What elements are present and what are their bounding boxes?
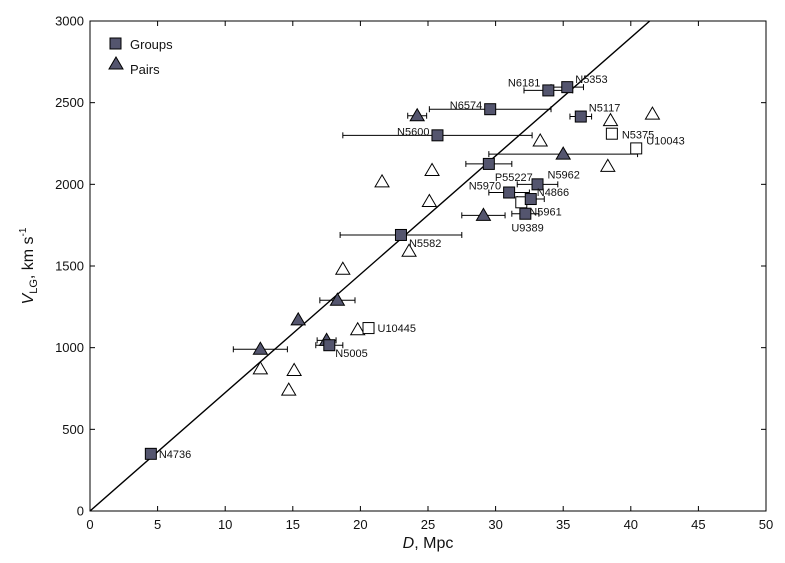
legend-groups-marker xyxy=(109,37,122,50)
plot-area-frame xyxy=(89,20,767,512)
pair-filled-3 xyxy=(329,292,346,306)
group-n6181 xyxy=(542,84,555,97)
pair-open-10 xyxy=(599,158,616,172)
x-tick-label-9: 45 xyxy=(691,517,705,532)
pair-open-6 xyxy=(401,243,417,257)
pair-filled-6 xyxy=(555,146,572,160)
x-tick-label-0: 0 xyxy=(86,517,93,532)
group-n5962-label: N5962 xyxy=(548,169,580,181)
x-axis-title-unit: , Mpc xyxy=(414,535,453,552)
x-tick-label-7: 35 xyxy=(556,517,570,532)
x-tick-label-1: 5 xyxy=(154,517,161,532)
legend-pairs-marker xyxy=(108,56,124,70)
group-open-n5961-label: N5961 xyxy=(529,206,561,218)
y-axis-title-sub: LG xyxy=(28,279,40,294)
fit-line xyxy=(89,20,651,512)
pair-open-7 xyxy=(421,193,438,207)
x-tick-label-10: 50 xyxy=(759,517,773,532)
group-open-u10043-label: U10043 xyxy=(646,135,685,147)
group-n5962 xyxy=(531,178,544,191)
y-tick-label-1: 500 xyxy=(62,422,84,437)
fit-line-layer xyxy=(89,20,651,512)
group-n5582-label: N5582 xyxy=(409,238,441,250)
group-n6181-label: N6181 xyxy=(508,77,540,89)
y-axis-title-unit: , km s xyxy=(20,236,37,279)
pair-open-11 xyxy=(602,112,619,127)
pair-filled-4 xyxy=(409,107,426,122)
group-u9389-label: U9389 xyxy=(511,223,543,235)
markers-layer xyxy=(144,81,661,460)
legend-groups-label: Groups xyxy=(130,37,173,52)
group-n4736 xyxy=(144,447,157,460)
group-n5600 xyxy=(431,129,444,142)
ticks-layer: 0 5 10 15 20 25 30 35 40 45 5005001000150020002500… xyxy=(55,14,773,533)
x-tick-label-5: 25 xyxy=(421,517,435,532)
group-open-u10043 xyxy=(630,142,643,155)
pair-filled-0 xyxy=(252,341,269,355)
group-n5970 xyxy=(503,186,516,199)
pair-open-4 xyxy=(349,321,366,336)
x-tick-label-2: 10 xyxy=(218,517,232,532)
pair-filled-1 xyxy=(290,311,307,326)
y-tick-label-0: 0 xyxy=(77,504,84,519)
pair-open-1 xyxy=(280,382,297,396)
group-n5117-label: N5117 xyxy=(589,103,621,115)
group-n5970-label: N5970 xyxy=(469,181,501,193)
group-n5600-label: N5600 xyxy=(397,126,429,138)
y-tick-label-6: 3000 xyxy=(55,14,84,29)
group-n4736-label: N4736 xyxy=(159,449,191,461)
group-n5117 xyxy=(574,110,587,123)
group-u9389 xyxy=(519,207,532,220)
pair-open-3 xyxy=(334,261,351,275)
group-n6574 xyxy=(484,103,497,116)
group-n5005-label: N5005 xyxy=(335,348,367,360)
x-tick-label-6: 30 xyxy=(488,517,502,532)
y-tick-label-5: 2500 xyxy=(55,95,84,110)
y-axis-title: VLG, km s-1 xyxy=(18,227,40,304)
x-axis-title: D, Mpc xyxy=(403,535,454,552)
error-bars-layer xyxy=(232,84,639,353)
pair-filled-5 xyxy=(475,207,492,221)
group-n4866 xyxy=(524,193,537,206)
y-tick-label-4: 2000 xyxy=(55,177,84,192)
legend: Groups Pairs xyxy=(108,37,173,77)
x-tick-label-8: 40 xyxy=(624,517,638,532)
y-tick-label-2: 1000 xyxy=(55,340,84,355)
y-tick-label-3: 1500 xyxy=(55,259,84,274)
group-open-u10445-label: U10445 xyxy=(378,323,417,335)
group-n5005 xyxy=(323,339,336,352)
group-n5353-label: N5353 xyxy=(575,74,607,86)
group-n6574-label: N6574 xyxy=(450,100,482,112)
pair-open-0 xyxy=(252,360,269,375)
group-n5582 xyxy=(394,228,407,241)
pair-open-2 xyxy=(286,362,303,377)
pair-open-9 xyxy=(532,133,549,147)
group-p55227-label: P55227 xyxy=(495,172,533,184)
group-n5353 xyxy=(561,81,574,94)
pair-open-5 xyxy=(374,173,390,188)
x-axis-title-main: D xyxy=(403,535,415,552)
group-p55227 xyxy=(482,157,495,170)
x-tick-label-4: 20 xyxy=(353,517,367,532)
group-n4866-label: N4866 xyxy=(537,187,569,199)
group-open-n5375-label: N5375 xyxy=(622,130,654,142)
pair-open-12 xyxy=(644,106,661,120)
y-axis-title-main: V xyxy=(20,292,37,304)
legend-pairs-label: Pairs xyxy=(130,62,160,77)
x-tick-label-3: 15 xyxy=(286,517,300,532)
pair-open-8 xyxy=(424,162,440,176)
group-open-n5375 xyxy=(605,127,618,140)
group-open-u10445 xyxy=(362,322,375,335)
y-axis-title-sup: -1 xyxy=(18,227,29,236)
